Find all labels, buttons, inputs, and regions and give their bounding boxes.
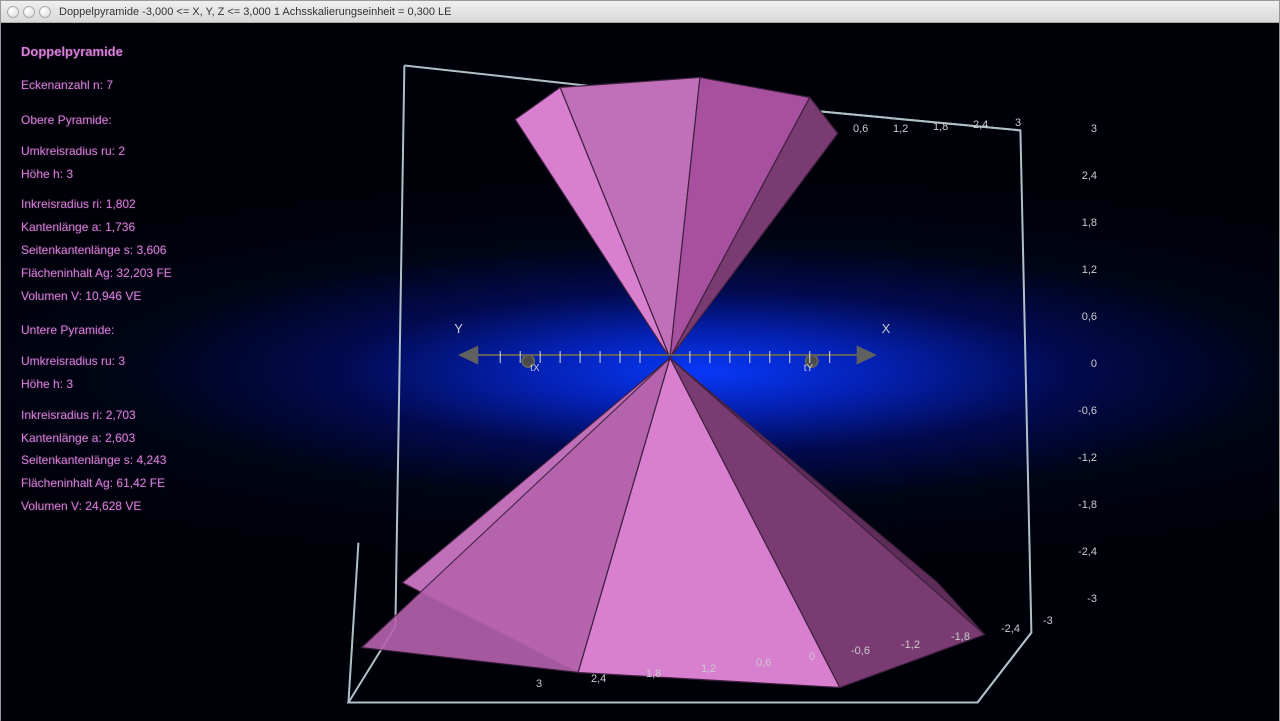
maximize-icon[interactable]	[39, 6, 51, 18]
lower-header: Untere Pyramide:	[21, 322, 172, 339]
viewport-3d[interactable]: Y X tX tY 3 2,4 1,8 1,2 0,6 0 -0,6 -1,2 …	[1, 23, 1279, 721]
svg-text:tY: tY	[804, 363, 814, 374]
upper-pyramid	[515, 77, 837, 358]
shape-title: Doppelpyramide	[21, 43, 172, 61]
app-window: Doppelpyramide -3,000 <= X, Y, Z <= 3,00…	[0, 0, 1280, 720]
x-axis-label: X	[882, 321, 891, 336]
window-title: Doppelpyramide -3,000 <= X, Y, Z <= 3,00…	[59, 6, 452, 18]
lower-pyramid	[361, 358, 984, 687]
minimize-icon[interactable]	[23, 6, 35, 18]
info-panel: Doppelpyramide Eckenanzahl n: 7 Obere Py…	[21, 43, 172, 521]
titlebar[interactable]: Doppelpyramide -3,000 <= X, Y, Z <= 3,00…	[1, 1, 1279, 23]
svg-text:tX: tX	[530, 363, 540, 374]
close-icon[interactable]	[7, 6, 19, 18]
y-axis-label: Y	[454, 321, 463, 336]
upper-header: Obere Pyramide:	[21, 112, 172, 129]
scene-svg: Y X tX tY	[1, 23, 1279, 721]
window-controls	[7, 6, 51, 18]
